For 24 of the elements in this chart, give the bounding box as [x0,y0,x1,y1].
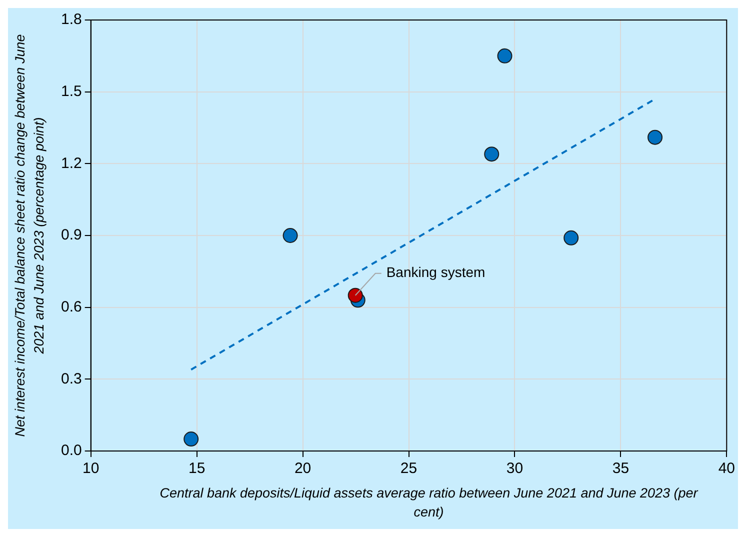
x-tick-label: 30 [506,460,524,478]
x-tick-label: 15 [188,460,206,478]
y-tick-label: 0.6 [60,298,82,316]
point [648,130,663,145]
x-tick-label: 40 [718,460,735,478]
x-tick-label: 25 [400,460,418,478]
point [564,230,579,246]
y-axis-title: Net interest income/Total balance sheet ratio change between June 2021 and June 2023 (percentage point) [12,34,46,437]
y-tick-label: 0.3 [60,370,82,388]
x-tick-label: 35 [612,460,630,478]
y-tick-label: 1.2 [60,154,82,172]
y-tick-label: 1.8 [60,11,82,28]
x-tick-label: 10 [82,460,100,478]
y-tick-label: 1.5 [60,82,82,100]
point [348,288,363,303]
point [497,48,512,64]
point [282,228,298,243]
y-tick-label: 0.9 [60,226,82,244]
y-tick-label: 0.0 [60,442,82,460]
point [484,146,500,162]
x-tick-label: 20 [294,460,312,478]
annotation: Banking system [386,264,486,280]
point [184,432,199,447]
x-axis-title: Central bank deposits/Liquid assets average ratio between June 2021 and June 2023 (per cent) [160,486,698,520]
